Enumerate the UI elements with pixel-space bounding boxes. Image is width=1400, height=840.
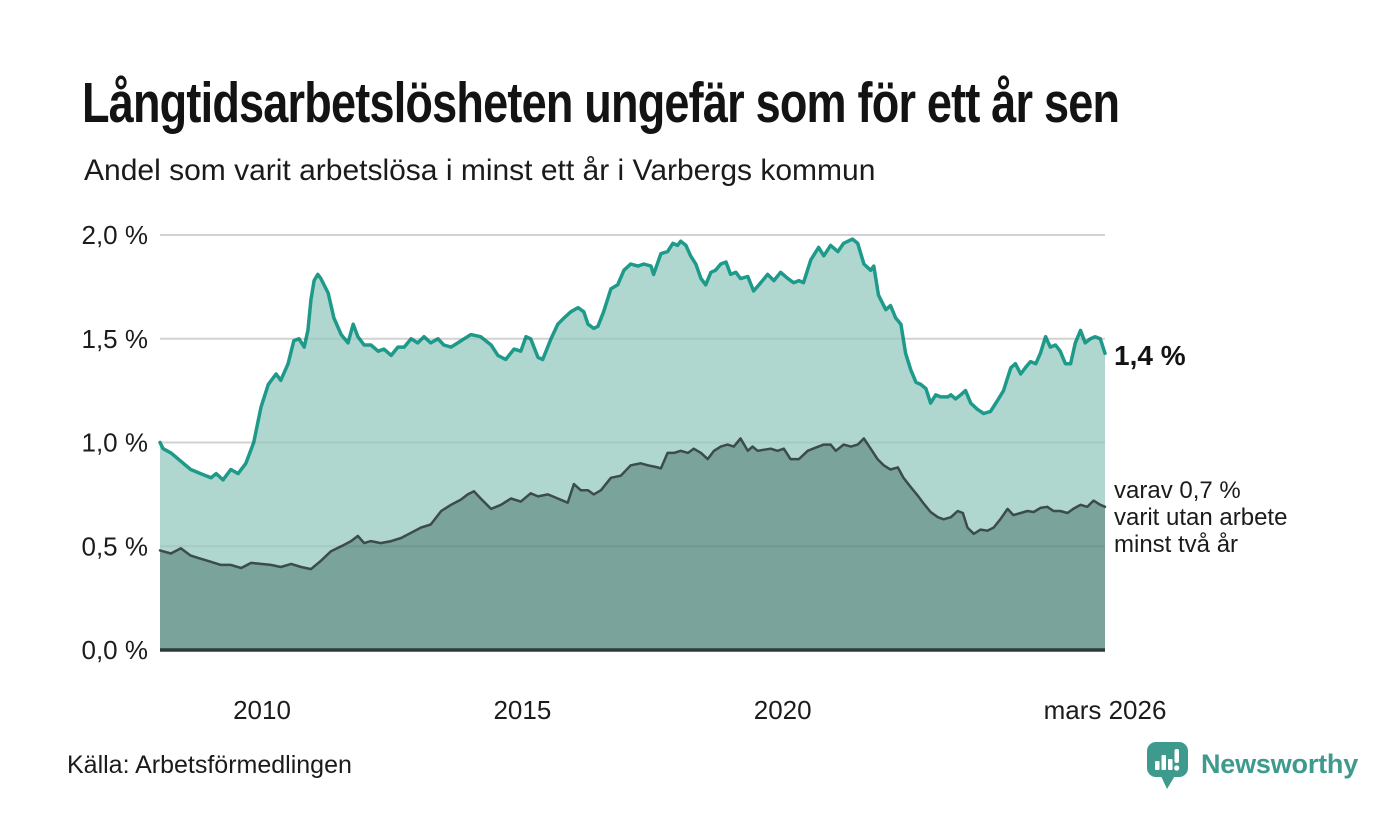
x-tick-label: 2020 (754, 695, 812, 725)
series-area-2 (160, 438, 1105, 650)
series1-end-value-label: 1,4 % (1114, 340, 1186, 371)
series2-end-value-line1: varav 0,7 % (1114, 477, 1241, 504)
y-tick-label: 1,0 % (82, 428, 149, 458)
page-title: Långtidsarbetslösheten ungefär som för e… (82, 71, 1120, 135)
y-tick-label: 0,5 % (82, 531, 149, 561)
series-line-2 (158, 437, 1107, 571)
newsworthy-logo-icon (1147, 742, 1188, 789)
chart-subtitle: Andel som varit arbetslösa i minst ett å… (84, 154, 876, 187)
newsworthy-logo: Newsworthy (1146, 740, 1358, 792)
x-tick-label: 2010 (233, 695, 291, 725)
newsworthy-logo-text: Newsworthy (1201, 749, 1359, 779)
source-note: Källa: Arbetsförmedlingen (67, 751, 352, 779)
series2-end-value-line3: minst två år (1114, 531, 1239, 558)
series-line-1 (158, 237, 1107, 482)
series2-end-value-line2: varit utan arbete (1114, 504, 1288, 531)
x-tick-label: mars 2026 (1044, 695, 1167, 725)
series2-end-value-label: varav 0,7 % varit utan arbete minst två … (1114, 477, 1287, 558)
y-tick-label: 2,0 % (82, 220, 149, 250)
y-tick-label: 1,5 % (82, 324, 149, 354)
x-tick-label: 2015 (493, 695, 551, 725)
y-tick-label: 0,0 % (82, 635, 149, 665)
